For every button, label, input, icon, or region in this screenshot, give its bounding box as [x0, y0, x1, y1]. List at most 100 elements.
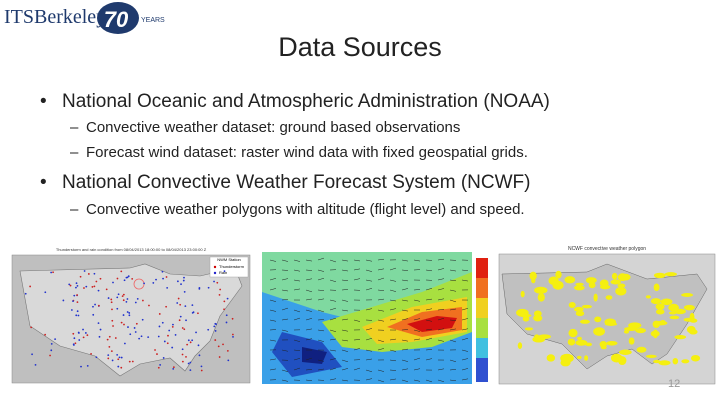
wind-arrow	[389, 289, 397, 292]
wind-arrow	[389, 378, 397, 381]
wind-arrow	[389, 318, 397, 321]
station-dot	[117, 365, 120, 368]
logo-years: YEARS	[141, 17, 165, 24]
wind-arrow	[317, 339, 325, 342]
wind-arrow	[401, 259, 409, 262]
wind-arrow	[353, 367, 361, 371]
wind-arrow	[365, 279, 373, 282]
wind-arrow	[329, 367, 337, 371]
station-dot	[116, 307, 119, 310]
wind-arrow	[413, 299, 421, 302]
wind-arrow	[449, 289, 457, 292]
weather-polygon	[655, 303, 665, 310]
station-dot	[215, 323, 217, 326]
station-dot	[157, 366, 160, 369]
station-dot	[107, 357, 110, 360]
station-dot	[183, 276, 185, 279]
station-dot	[97, 304, 100, 307]
station-dot	[50, 342, 53, 345]
station-dot	[75, 286, 77, 289]
wind-arrow	[329, 329, 337, 332]
station-dot	[122, 293, 125, 296]
map-title: NCWF convective weather polygon	[568, 246, 646, 252]
weather-polygon	[533, 310, 542, 317]
station-dot	[134, 301, 137, 304]
weather-polygon	[652, 320, 661, 328]
wind-arrow	[341, 289, 349, 291]
wind-arrow	[341, 329, 349, 332]
wind-arrow	[461, 378, 469, 381]
weather-polygon	[585, 277, 597, 284]
wind-arrow	[389, 359, 397, 362]
station-dot	[127, 275, 130, 278]
wind-arrow	[353, 319, 361, 322]
wind-arrow	[305, 338, 313, 341]
station-dot	[73, 294, 76, 297]
weather-polygon	[568, 301, 576, 308]
station-dot	[200, 369, 203, 372]
wind-arrow	[389, 299, 397, 302]
weather-polygon	[599, 284, 611, 290]
station-dot	[123, 342, 126, 345]
wind-arrow	[461, 308, 469, 311]
weather-polygon	[624, 326, 638, 332]
weather-polygon	[576, 355, 582, 359]
station-dot	[171, 346, 174, 349]
wind-arrow	[293, 358, 301, 361]
station-dot	[106, 338, 109, 341]
station-dot	[166, 286, 169, 289]
station-dot	[179, 315, 182, 318]
wind-arrow	[365, 338, 373, 341]
wind-arrow	[401, 318, 409, 321]
station-dot	[207, 328, 210, 331]
station-dot	[162, 357, 165, 359]
station-dot	[213, 325, 216, 328]
wind-arrow	[281, 299, 289, 301]
station-dot	[225, 314, 228, 317]
station-dot	[184, 305, 187, 307]
station-dot	[121, 295, 124, 298]
station-dot	[86, 334, 89, 337]
station-dot	[120, 270, 123, 273]
station-dot	[207, 286, 210, 289]
wind-arrow	[437, 309, 445, 311]
wind-arrow	[269, 259, 277, 262]
station-dot	[68, 283, 71, 286]
station-dot	[95, 356, 98, 359]
wind-arrow	[461, 328, 469, 331]
station-dot	[110, 301, 113, 304]
wind-arrow	[365, 358, 373, 361]
wind-arrow	[365, 269, 373, 272]
station-dot	[148, 304, 150, 307]
station-dot	[112, 325, 114, 327]
wind-arrow	[293, 288, 301, 291]
station-dot	[181, 353, 184, 356]
station-dot	[49, 354, 51, 357]
station-dot	[200, 365, 203, 368]
wind-arrow	[401, 339, 409, 342]
wind-arrow	[377, 309, 385, 312]
station-dot	[213, 280, 215, 283]
weather-polygon	[599, 341, 607, 348]
wind-arrow	[401, 359, 409, 362]
wind-arrow	[461, 269, 469, 272]
wind-arrow	[305, 369, 313, 371]
station-dot	[223, 308, 225, 311]
station-dot	[127, 326, 129, 328]
station-dot	[231, 317, 234, 320]
station-dot	[126, 298, 129, 300]
wind-arrow	[377, 339, 385, 343]
station-dot	[156, 353, 158, 355]
wind-arrow	[329, 279, 337, 283]
station-dot	[195, 331, 197, 334]
wind-arrow	[449, 359, 457, 363]
station-dot	[94, 303, 96, 306]
station-dot	[118, 356, 121, 359]
station-dot	[222, 343, 224, 346]
weather-polygon	[660, 298, 673, 306]
wind-arrow	[317, 319, 325, 321]
wind-arrow	[341, 359, 349, 363]
wind-arrow	[377, 289, 385, 291]
wind-arrow	[413, 368, 421, 371]
station-dot	[78, 339, 81, 341]
